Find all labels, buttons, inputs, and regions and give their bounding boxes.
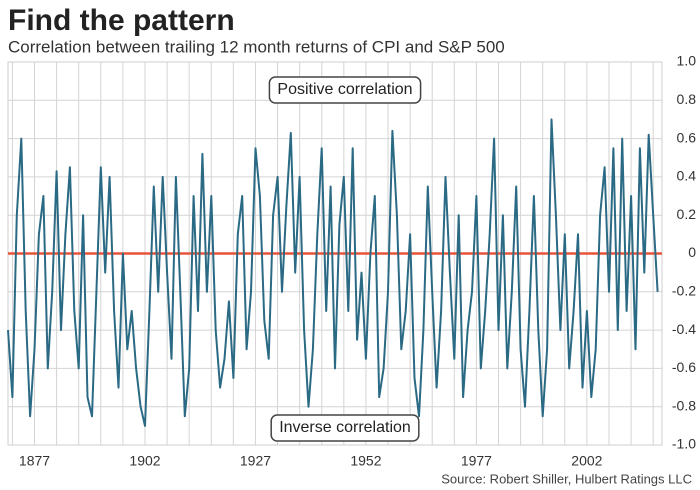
source: Source: Robert Shiller, Hulbert Ratings … xyxy=(441,471,692,486)
annotation-text: Positive correlation xyxy=(277,81,412,98)
annotation: Positive correlation xyxy=(268,76,422,104)
y-tick-label: 1.0 xyxy=(677,53,697,69)
annotation-box xyxy=(270,414,420,442)
chart-title: Find the pattern xyxy=(8,4,235,37)
x-tick-label: 1977 xyxy=(461,453,492,469)
y-tick-label: -1.0 xyxy=(672,436,696,452)
chart-subtitle: Correlation between trailing 12 month re… xyxy=(8,37,505,56)
y-tick-label: -0.8 xyxy=(672,397,696,413)
x-tick-label: 1902 xyxy=(129,453,160,469)
x-tick-label: 1877 xyxy=(19,453,50,469)
annotation-box xyxy=(268,76,422,104)
annotation: Inverse correlation xyxy=(270,414,420,442)
x-tick-label: 1927 xyxy=(240,453,271,469)
x-tick-label: 1952 xyxy=(350,453,381,469)
x-tick-label: 2002 xyxy=(571,453,602,469)
y-tick-label: 0.4 xyxy=(677,168,697,184)
y-tick-label: 0.6 xyxy=(677,129,697,145)
y-tick-label: 0.8 xyxy=(677,91,697,107)
y-tick-label: -0.6 xyxy=(672,359,696,375)
y-tick-label: -0.4 xyxy=(672,321,696,337)
y-tick-label: 0 xyxy=(688,244,696,260)
annotation-text: Inverse correlation xyxy=(279,419,411,436)
data-line xyxy=(7,118,659,427)
y-tick-label: 0.2 xyxy=(677,206,697,222)
y-tick-label: -0.2 xyxy=(672,283,696,299)
